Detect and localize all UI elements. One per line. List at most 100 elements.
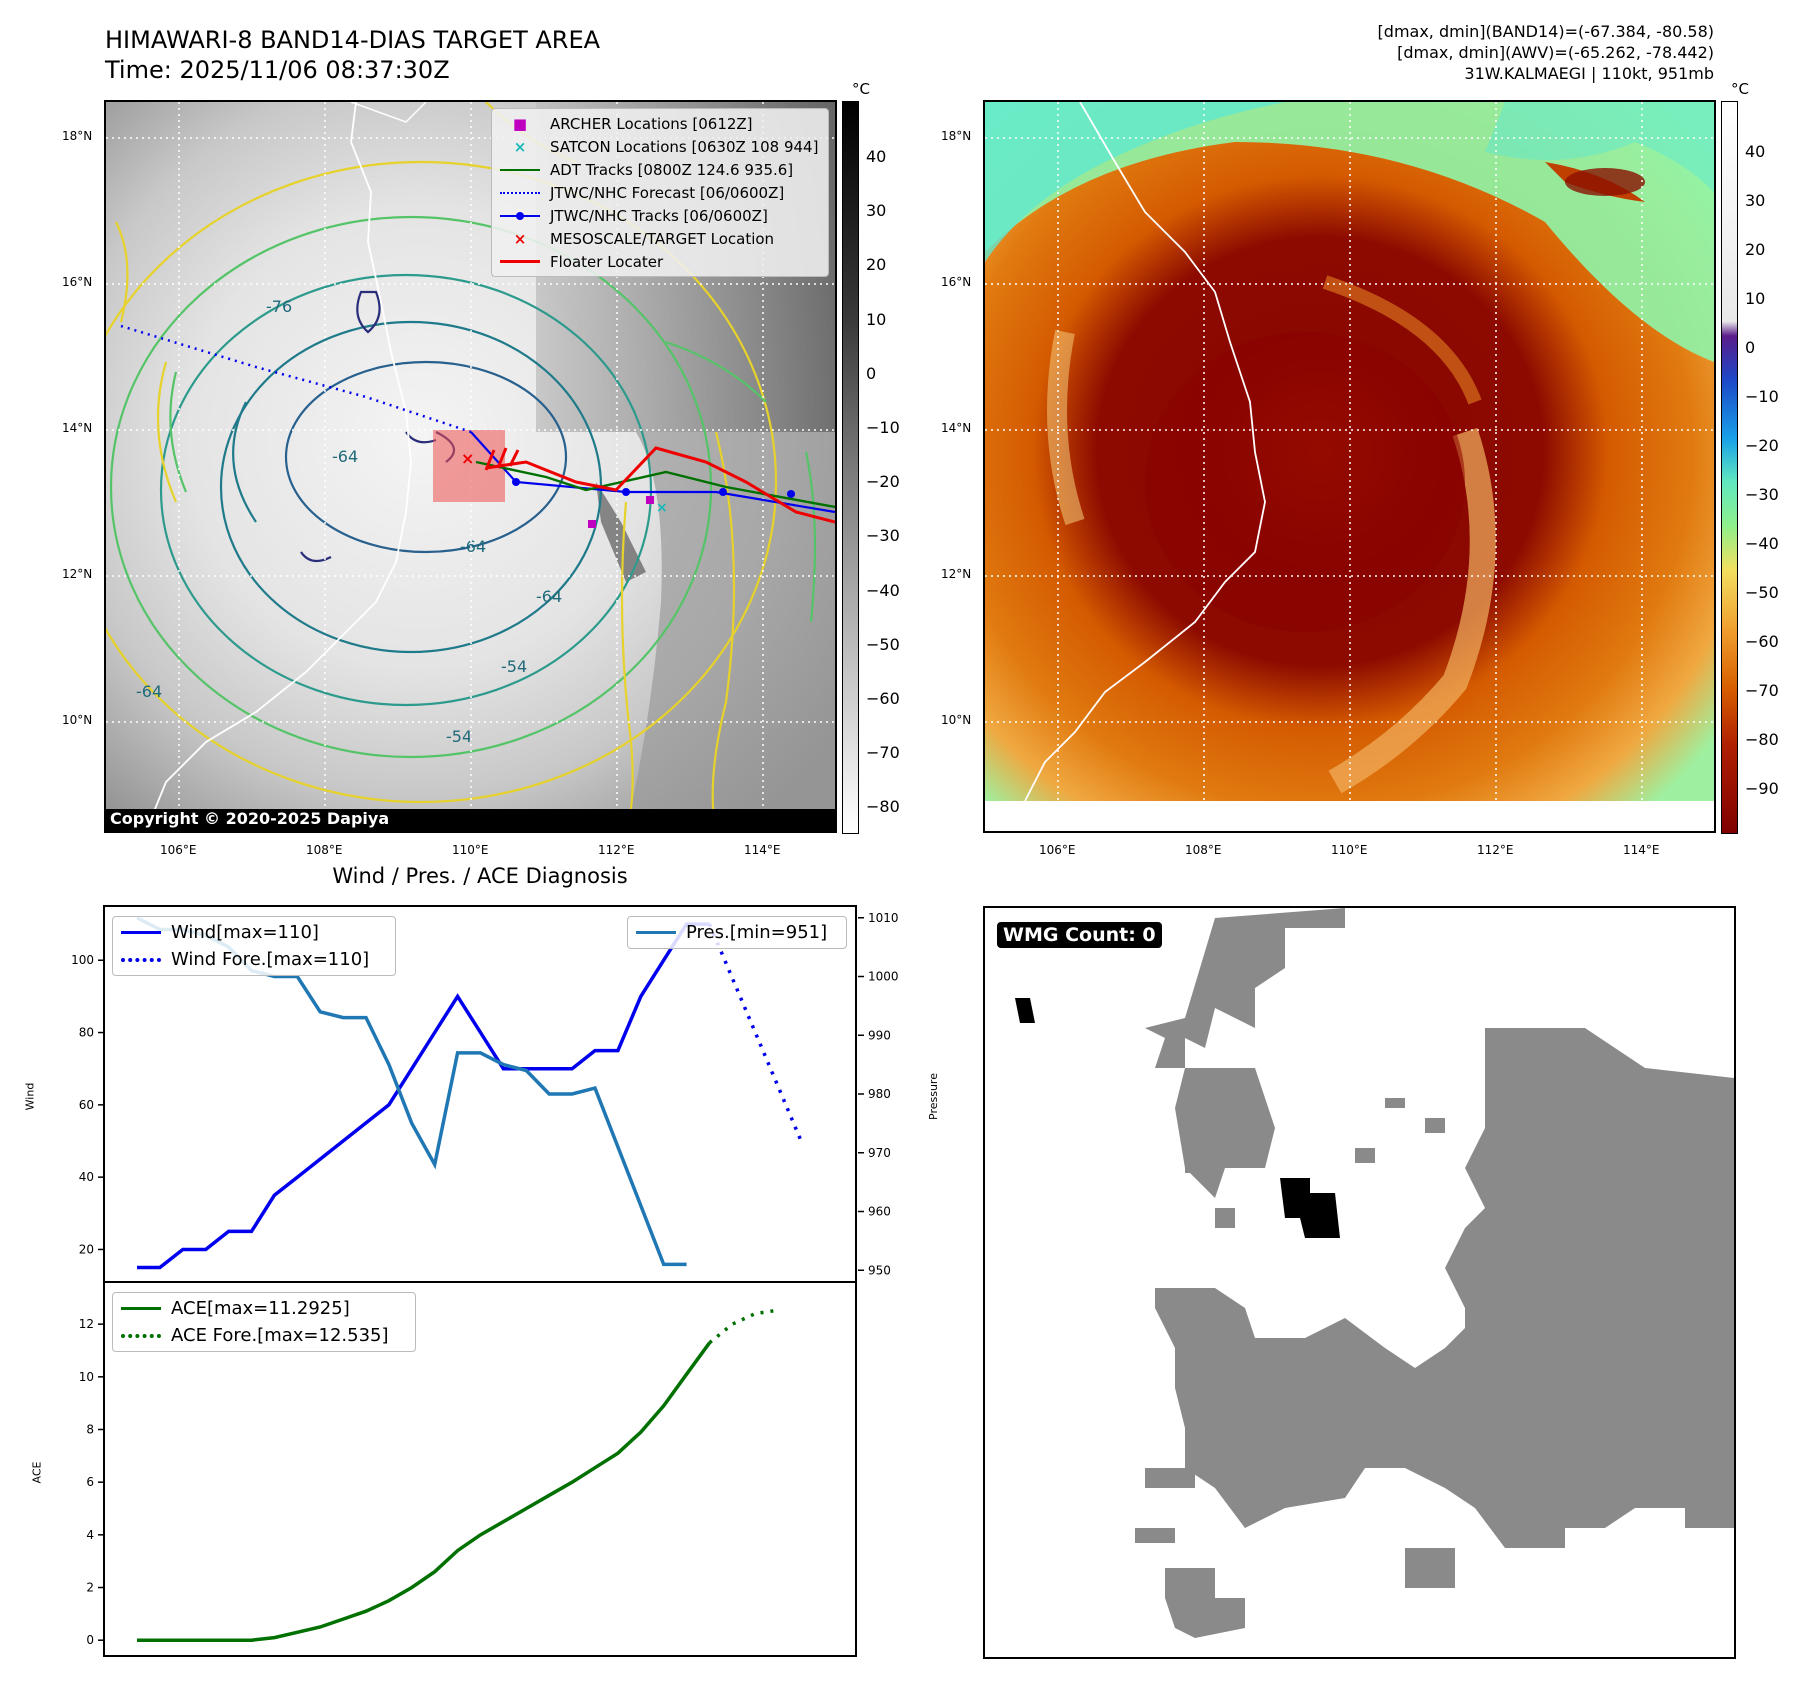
colorbar-tick: −10	[866, 418, 900, 437]
lon-tick: 106°E	[160, 843, 197, 857]
legend-label: ADT Tracks [0800Z 124.6 935.6]	[550, 160, 794, 179]
legend-label: ARCHER Locations [0612Z]	[550, 114, 753, 133]
legend-label: ACE Fore.[max=12.535]	[171, 1325, 389, 1346]
lon-tick: 110°E	[452, 843, 489, 857]
lat-tick: 16°N	[62, 275, 93, 289]
legend-archer: ■ ARCHER Locations [0612Z]	[492, 112, 828, 135]
colorbar-tick: −30	[1745, 485, 1779, 504]
line-marker-icon	[121, 1307, 161, 1310]
legend-ace: ACE[max=11.2925]	[113, 1295, 415, 1322]
wmg-gray-regions	[1135, 908, 1734, 1638]
dotted-line-icon	[500, 191, 540, 194]
coastline	[1024, 102, 1266, 802]
lon-tick: 112°E	[1477, 843, 1514, 857]
figure-title-line1: HIMAWARI-8 BAND14-DIAS TARGET AREA	[105, 26, 601, 54]
wind-legend: Wind[max=110] Wind Fore.[max=110]	[112, 916, 396, 976]
info-line2: [dmax, dmin](AWV)=(-65.262, -78.442)	[1397, 43, 1714, 62]
colorbar-unit: °C	[1731, 80, 1749, 98]
colorbar-tick: 10	[1745, 289, 1766, 308]
lon-tick: 112°E	[598, 843, 635, 857]
grayscale-colorbar	[842, 101, 859, 834]
colorbar-tick: −60	[866, 689, 900, 708]
colorbar-tick: −90	[1745, 779, 1779, 798]
ace-forecast-line	[708, 1308, 779, 1345]
legend-label: JTWC/NHC Forecast [06/0600Z]	[550, 183, 785, 202]
legend-jtwc-forecast: JTWC/NHC Forecast [06/0600Z]	[492, 181, 828, 204]
lon-tick: 108°E	[306, 843, 343, 857]
colorbar-tick: −50	[1745, 583, 1779, 602]
info-line1: [dmax, dmin](BAND14)=(-67.384, -80.58)	[1377, 22, 1714, 41]
line-marker-icon	[500, 260, 540, 263]
legend-pres: Pres.[min=951]	[628, 919, 846, 946]
ace-tick: 0	[86, 1633, 94, 1647]
lon-tick: 110°E	[1331, 843, 1368, 857]
lat-tick: 10°N	[62, 713, 93, 727]
contour-label: -76	[266, 297, 292, 316]
colorbar-tick: 40	[866, 147, 887, 166]
lat-tick: 14°N	[62, 421, 93, 435]
pressure-tick: 1000	[868, 970, 899, 984]
pressure-axis-label: Pressure	[926, 1073, 940, 1120]
map-grid	[985, 102, 1714, 801]
archer-marker	[588, 520, 596, 528]
ace-tick: 4	[86, 1528, 94, 1542]
wind-tick: 60	[79, 1098, 94, 1112]
line-dot-icon	[500, 211, 540, 220]
legend-label: ACE[max=11.2925]	[171, 1298, 350, 1319]
lat-tick: 12°N	[62, 567, 93, 581]
lat-tick: 16°N	[941, 275, 972, 289]
legend-label: Floater Locater	[550, 252, 664, 271]
wind-forecast-line	[707, 923, 803, 1142]
ace-legend: ACE[max=11.2925] ACE Fore.[max=12.535]	[112, 1292, 416, 1352]
legend-label: Wind Fore.[max=110]	[171, 949, 370, 970]
svg-text:×: ×	[461, 449, 474, 468]
ace-tick: 2	[86, 1581, 94, 1595]
lat-tick: 12°N	[941, 567, 972, 581]
legend-wind-fore: Wind Fore.[max=110]	[113, 946, 395, 973]
legend-satcon: × SATCON Locations [0630Z 108 944]	[492, 135, 828, 158]
colorbar-tick: −30	[866, 526, 900, 546]
x-marker-icon: ×	[513, 229, 527, 248]
lat-tick: 10°N	[941, 713, 972, 727]
lat-tick: 14°N	[941, 421, 972, 435]
pressure-tick: 960	[868, 1205, 891, 1219]
wind-series-line	[137, 922, 710, 1270]
colorbar-tick: 30	[1745, 191, 1766, 210]
svg-text:×: ×	[656, 500, 668, 516]
dotted-line-icon	[121, 1333, 161, 1338]
colorbar-tick: −50	[866, 634, 900, 654]
info-line3: 31W.KALMAEGI | 110kt, 951mb	[1464, 64, 1714, 83]
legend-label: MESOSCALE/TARGET Location	[550, 229, 775, 248]
legend-floater: Floater Locater	[492, 250, 828, 273]
wmg-mask-svg	[1015, 908, 1734, 1638]
wmg-black-regions	[1015, 998, 1340, 1238]
wind-axis-label: Wind	[23, 1082, 37, 1111]
colorbar-tick: −40	[866, 580, 900, 600]
lon-tick: 108°E	[1185, 843, 1222, 857]
contour-label: -54	[446, 727, 472, 746]
wind-tick: 40	[79, 1170, 94, 1184]
contour-label: -64	[332, 447, 358, 466]
figure-title-line2: Time: 2025/11/06 08:37:30Z	[105, 56, 450, 84]
line-marker-icon	[636, 931, 676, 934]
square-marker-icon: ■	[512, 114, 528, 133]
lon-tick: 106°E	[1039, 843, 1076, 857]
ace-tick: 12	[79, 1317, 94, 1331]
legend-jtwc-tracks: JTWC/NHC Tracks [06/0600Z]	[492, 204, 828, 227]
line-marker-icon	[500, 168, 540, 171]
ace-tick: 10	[79, 1370, 94, 1384]
colorbar-tick: 10	[866, 309, 887, 329]
wmg-count-badge: WMG Count: 0	[997, 922, 1162, 948]
pressure-tick: 1010	[868, 911, 899, 925]
colorbar-tick: −70	[866, 743, 900, 763]
colorbar-tick: −60	[1745, 632, 1779, 651]
diagnosis-title: Wind / Pres. / ACE Diagnosis	[332, 864, 628, 888]
colorbar-tick: −40	[1745, 534, 1779, 553]
colorbar-tick: −20	[1745, 436, 1779, 455]
pressure-tick: 980	[868, 1087, 891, 1101]
colorbar-tick: −70	[1745, 681, 1779, 700]
legend-ace-fore: ACE Fore.[max=12.535]	[113, 1322, 415, 1349]
colorbar-tick: −10	[1745, 387, 1779, 406]
ir-contour-map: -64 -64 -64 -54 -64 -54 -76	[104, 100, 837, 833]
legend-adt: ADT Tracks [0800Z 124.6 935.6]	[492, 158, 828, 181]
